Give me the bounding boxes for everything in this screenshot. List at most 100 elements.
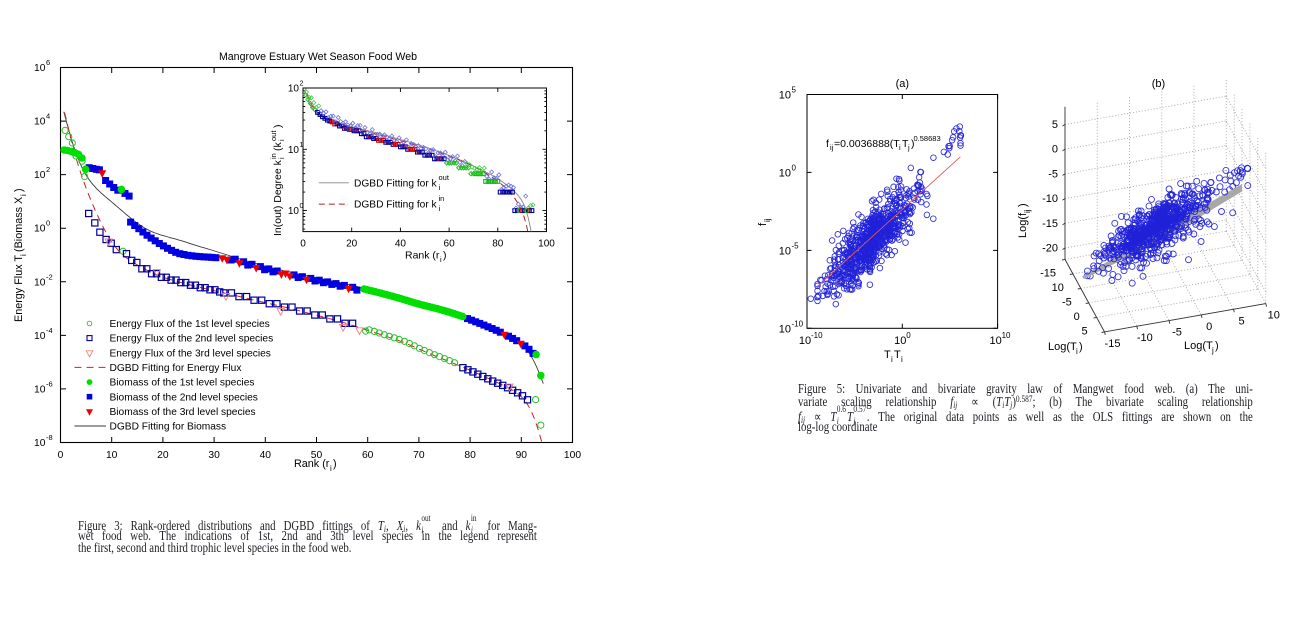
svg-text:0: 0: [1074, 311, 1080, 323]
svg-text:Biomass of the 2nd level speci: Biomass of the 2nd level species: [110, 392, 258, 403]
svg-text:i: i: [901, 355, 903, 364]
svg-text:80: 80: [492, 239, 504, 250]
svg-text:): ): [1017, 203, 1029, 207]
svg-text:ij: ij: [1023, 209, 1032, 213]
svg-text:Energy Flux of the 2nd level s: Energy Flux of the 2nd level species: [110, 334, 274, 345]
svg-text:i: i: [19, 194, 28, 196]
svg-text:Rank (r: Rank (r: [405, 250, 440, 262]
svg-text:10: 10: [288, 84, 300, 95]
svg-text:40: 40: [395, 239, 407, 250]
svg-text:-10: -10: [792, 319, 804, 328]
svg-text:10: 10: [1002, 331, 1011, 340]
svg-text:): ): [13, 188, 25, 192]
svg-text:Mangrove Estuary Wet Season Fo: Mangrove Estuary Wet Season Food Web: [219, 51, 417, 63]
svg-text:Biomass of the 3rd level speci: Biomass of the 3rd level species: [110, 407, 256, 418]
svg-text:i: i: [891, 355, 893, 364]
svg-text:In(out) Degree k: In(out) Degree k: [272, 159, 284, 236]
svg-text:90: 90: [516, 450, 528, 461]
svg-text:-10: -10: [811, 331, 823, 340]
svg-text:DGBD Fitting for Energy Flux: DGBD Fitting for Energy Flux: [110, 363, 242, 374]
svg-text:10: 10: [34, 117, 46, 128]
svg-text:(Biomass X: (Biomass X: [13, 197, 25, 252]
svg-text:-5: -5: [1048, 168, 1058, 180]
svg-text:(k: (k: [272, 142, 284, 151]
svg-text:50: 50: [311, 450, 323, 461]
svg-text:10: 10: [779, 245, 791, 257]
svg-text:f: f: [826, 138, 829, 150]
svg-text:-20: -20: [1042, 243, 1058, 255]
svg-text:i: i: [1076, 347, 1078, 356]
svg-text:0: 0: [300, 239, 306, 250]
svg-text:100: 100: [564, 450, 581, 461]
svg-text:Biomass of the 1st level speci: Biomass of the 1st level species: [110, 378, 255, 389]
svg-text:10: 10: [106, 450, 118, 461]
svg-text:5: 5: [1052, 119, 1058, 131]
svg-text:i: i: [277, 157, 286, 159]
svg-text:0: 0: [46, 219, 50, 228]
svg-text:): ): [333, 458, 337, 470]
svg-text:0: 0: [906, 331, 911, 340]
svg-text:0: 0: [1052, 144, 1058, 156]
svg-text:10: 10: [288, 145, 300, 156]
svg-text:-5: -5: [1172, 327, 1182, 339]
svg-text:out: out: [439, 173, 450, 182]
svg-text:10: 10: [34, 170, 46, 181]
svg-text:70: 70: [413, 450, 425, 461]
svg-text:i: i: [330, 464, 332, 473]
svg-text:-10: -10: [1042, 193, 1058, 205]
svg-text:30: 30: [208, 450, 220, 461]
svg-text:20: 20: [157, 450, 169, 461]
svg-text:DGBD Fitting for k: DGBD Fitting for k: [354, 178, 438, 189]
svg-text:5: 5: [1238, 315, 1244, 327]
svg-text:-5: -5: [792, 241, 800, 250]
svg-text:Log(T: Log(T: [1048, 341, 1077, 353]
svg-text:-5: -5: [1062, 296, 1072, 308]
svg-text:10: 10: [34, 384, 46, 395]
svg-text:DGBD Fitting for Biomass: DGBD Fitting for Biomass: [110, 422, 227, 433]
svg-text:-4: -4: [46, 326, 53, 335]
svg-text:(b): (b): [1152, 78, 1165, 90]
svg-text:T: T: [902, 138, 909, 150]
svg-text:Energy Flux T: Energy Flux T: [13, 255, 25, 322]
svg-text:10: 10: [34, 438, 46, 449]
svg-text:Energy Flux of the 1st level s: Energy Flux of the 1st level species: [110, 319, 270, 330]
svg-text:-6: -6: [46, 379, 53, 388]
svg-text:i: i: [439, 183, 441, 192]
svg-text:10: 10: [288, 206, 300, 217]
svg-text:4: 4: [46, 112, 50, 121]
svg-text:80: 80: [464, 450, 476, 461]
svg-text:ij: ij: [830, 143, 834, 152]
svg-text:20: 20: [346, 239, 358, 250]
svg-text:10: 10: [1052, 282, 1064, 294]
svg-text:Log(f: Log(f: [1017, 212, 1029, 238]
svg-text:-15: -15: [1042, 218, 1058, 230]
svg-text:100: 100: [538, 239, 555, 250]
svg-text:10: 10: [779, 90, 791, 102]
svg-text:0.58683: 0.58683: [914, 134, 941, 143]
svg-text:DGBD Fitting for k: DGBD Fitting for k: [354, 200, 438, 211]
svg-text:T: T: [884, 349, 891, 361]
svg-text:60: 60: [444, 239, 456, 250]
svg-text:10: 10: [894, 335, 906, 347]
svg-text:=0.0036888(T: =0.0036888(T: [834, 138, 900, 150]
svg-text:in: in: [269, 153, 278, 159]
svg-text:-15: -15: [1040, 267, 1056, 279]
svg-text:0: 0: [58, 450, 64, 461]
svg-text:): ): [443, 250, 447, 262]
svg-text:-8: -8: [46, 433, 53, 442]
svg-text:out: out: [269, 130, 278, 141]
svg-text:-10: -10: [1137, 332, 1153, 344]
svg-text:in: in: [439, 194, 445, 203]
svg-text:): ): [1215, 340, 1219, 352]
svg-text:Rank (r: Rank (r: [294, 458, 330, 470]
svg-text:j: j: [907, 143, 910, 152]
svg-text:2: 2: [46, 165, 50, 174]
svg-text:i: i: [19, 254, 28, 256]
svg-text:Log(T: Log(T: [1184, 340, 1213, 352]
svg-text:10: 10: [799, 335, 811, 347]
svg-text:f: f: [757, 222, 769, 226]
svg-text:2: 2: [300, 81, 304, 88]
svg-text:1: 1: [300, 142, 304, 149]
svg-text:0: 0: [1206, 321, 1212, 333]
svg-text:i: i: [277, 139, 286, 141]
